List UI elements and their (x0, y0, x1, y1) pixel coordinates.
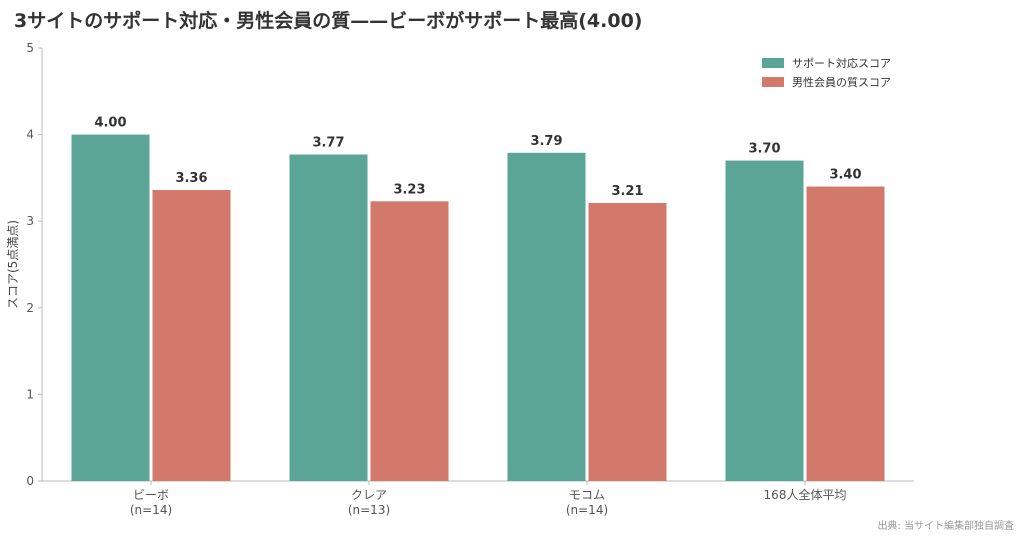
data-label: 4.00 (94, 116, 126, 131)
y-tick-label: 4 (26, 128, 34, 142)
bar (725, 160, 804, 481)
data-label: 3.79 (530, 134, 562, 149)
data-label: 3.36 (175, 171, 207, 186)
data-label: 3.40 (829, 168, 861, 183)
legend-label: 男性会員の質スコア (792, 75, 891, 89)
y-tick-label: 0 (26, 474, 34, 488)
bar (370, 201, 449, 482)
data-label: 3.21 (611, 184, 643, 199)
data-label: 3.77 (312, 136, 344, 151)
bar (507, 152, 586, 481)
data-labels: 4.00 3.36 3.77 3.23 3.79 3.21 3.70 3.40 (94, 116, 861, 199)
x-tick-label: クレア (351, 488, 387, 502)
data-label: 3.23 (393, 182, 425, 197)
x-tick-label: (n=14) (566, 503, 608, 517)
y-tick-label: 5 (26, 41, 34, 55)
bar (71, 134, 150, 481)
bars (71, 134, 885, 482)
legend-swatch (762, 58, 784, 68)
y-tick-label: 2 (26, 301, 34, 315)
bar (152, 190, 231, 482)
y-tick-label: 1 (26, 387, 34, 401)
bar (289, 154, 368, 481)
axes: 012345スコア(5点満点)ビーボ(n=14)クレア(n=13)モコム(n=1… (6, 41, 914, 517)
y-tick-label: 3 (26, 214, 34, 228)
bar (806, 186, 885, 481)
x-tick-label: ビーボ (133, 488, 169, 502)
legend-swatch (762, 77, 784, 87)
y-axis-title: スコア(5点満点) (6, 220, 20, 309)
x-tick-label: (n=14) (130, 503, 172, 517)
x-tick-label: モコム (569, 488, 605, 502)
data-label: 3.70 (748, 142, 780, 157)
legend-label: サポート対応スコア (792, 56, 891, 70)
x-tick-label: (n=13) (348, 503, 390, 517)
source-note: 出典: 当サイト編集部独自調査 (877, 521, 1014, 532)
bar (588, 203, 667, 481)
chart-title: 3サイトのサポート対応・男性会員の質——ビーボがサポート最高(4.00) (14, 10, 643, 32)
x-tick-label: 168人全体平均 (764, 487, 847, 502)
